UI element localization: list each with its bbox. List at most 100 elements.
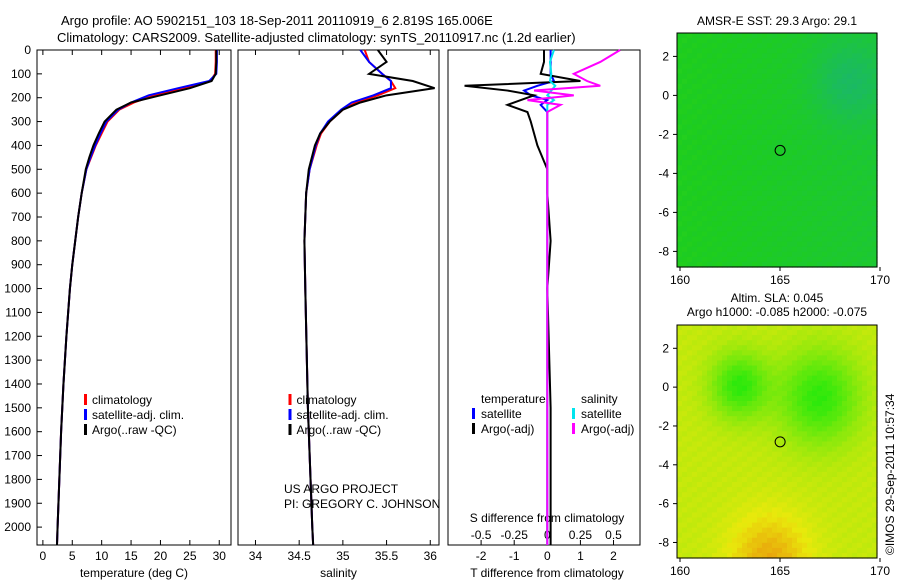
y-tick-label: 1200 bbox=[4, 329, 31, 343]
map-cell bbox=[782, 476, 788, 483]
map-cell bbox=[837, 492, 843, 498]
map-cell bbox=[722, 471, 728, 478]
map-cell bbox=[802, 345, 808, 351]
map-cell bbox=[822, 537, 828, 544]
map-cell bbox=[677, 144, 683, 151]
map-cell bbox=[747, 221, 753, 227]
map-cell bbox=[727, 375, 733, 382]
map-cell bbox=[872, 195, 878, 202]
map-cell bbox=[802, 261, 808, 268]
map-cell bbox=[787, 124, 793, 131]
map-cell bbox=[857, 33, 863, 39]
x-tick-label: 160 bbox=[670, 564, 690, 578]
map-cell bbox=[847, 492, 853, 498]
map-cell bbox=[792, 421, 798, 427]
map-cell bbox=[712, 63, 718, 70]
map-cell bbox=[832, 68, 838, 75]
map-cell bbox=[707, 395, 713, 402]
map-cell bbox=[827, 375, 833, 382]
map-cell bbox=[837, 497, 843, 503]
map-cell bbox=[792, 119, 798, 126]
map-cell bbox=[797, 226, 803, 232]
map-cell bbox=[702, 68, 708, 75]
map-cell bbox=[767, 33, 773, 39]
map-cell bbox=[772, 114, 778, 121]
map-cell bbox=[727, 537, 733, 544]
map-cell bbox=[727, 421, 733, 427]
map-cell bbox=[737, 170, 743, 177]
map-cell bbox=[742, 335, 748, 341]
map-cell bbox=[762, 385, 768, 392]
map-cell bbox=[712, 547, 718, 554]
map-cell bbox=[812, 38, 818, 44]
map-cell bbox=[682, 487, 688, 493]
map-cell bbox=[857, 211, 863, 217]
map-cell bbox=[862, 441, 868, 448]
map-cell bbox=[787, 370, 793, 377]
map-cell bbox=[782, 48, 788, 54]
map-cell bbox=[852, 94, 858, 100]
map-cell bbox=[697, 411, 703, 417]
map-cell bbox=[852, 431, 858, 438]
map-cell bbox=[687, 99, 693, 105]
map-cell bbox=[682, 94, 688, 100]
map-cell bbox=[702, 547, 708, 554]
map-cell bbox=[717, 221, 723, 227]
map-cell bbox=[707, 63, 713, 70]
map-cell bbox=[777, 426, 783, 432]
map-cell bbox=[727, 150, 733, 156]
map-cell bbox=[837, 114, 843, 121]
map-cell bbox=[842, 431, 848, 438]
x-tick-label: 25 bbox=[183, 549, 197, 563]
map-cell bbox=[822, 251, 828, 258]
map-cell bbox=[702, 73, 708, 80]
map-cell bbox=[792, 150, 798, 156]
map-cell bbox=[747, 325, 753, 331]
map-cell bbox=[737, 195, 743, 202]
map-cell bbox=[872, 522, 878, 529]
map-cell bbox=[702, 119, 708, 126]
map-cell bbox=[777, 170, 783, 177]
map-cell bbox=[792, 380, 798, 387]
map-cell bbox=[692, 73, 698, 80]
map-cell bbox=[717, 400, 723, 407]
map-cell bbox=[787, 129, 793, 136]
map-cell bbox=[777, 325, 783, 331]
map-cell bbox=[747, 517, 753, 524]
map-cell bbox=[687, 340, 693, 346]
map-cell bbox=[682, 370, 688, 377]
map-cell bbox=[787, 185, 793, 192]
map-cell bbox=[687, 426, 693, 432]
map-cell bbox=[757, 340, 763, 346]
map-cell bbox=[807, 150, 813, 156]
map-cell bbox=[797, 124, 803, 131]
map-cell bbox=[692, 421, 698, 427]
map-cell bbox=[732, 497, 738, 503]
map-cell bbox=[847, 236, 853, 243]
map-cell bbox=[677, 547, 683, 554]
map-cell bbox=[872, 109, 878, 115]
map-cell bbox=[752, 246, 758, 253]
x-tick-label: 35 bbox=[336, 549, 350, 563]
map-cell bbox=[717, 144, 723, 151]
map-cell bbox=[677, 83, 683, 90]
map-cell bbox=[762, 522, 768, 529]
map-cell bbox=[702, 160, 708, 166]
map-cell bbox=[682, 170, 688, 177]
map-cell bbox=[762, 160, 768, 166]
map-cell bbox=[797, 33, 803, 39]
map-cell bbox=[722, 205, 728, 212]
map-cell bbox=[862, 451, 868, 458]
map-cell bbox=[682, 190, 688, 197]
map-cell bbox=[712, 446, 718, 453]
map-cell bbox=[677, 487, 683, 493]
map-cell bbox=[687, 537, 693, 544]
map-cell bbox=[732, 195, 738, 202]
map-cell bbox=[847, 195, 853, 202]
map-cell bbox=[822, 335, 828, 341]
map-cell bbox=[697, 375, 703, 382]
map-cell bbox=[702, 99, 708, 105]
map-cell bbox=[857, 461, 863, 468]
map-cell bbox=[712, 150, 718, 156]
map-cell bbox=[692, 216, 698, 222]
